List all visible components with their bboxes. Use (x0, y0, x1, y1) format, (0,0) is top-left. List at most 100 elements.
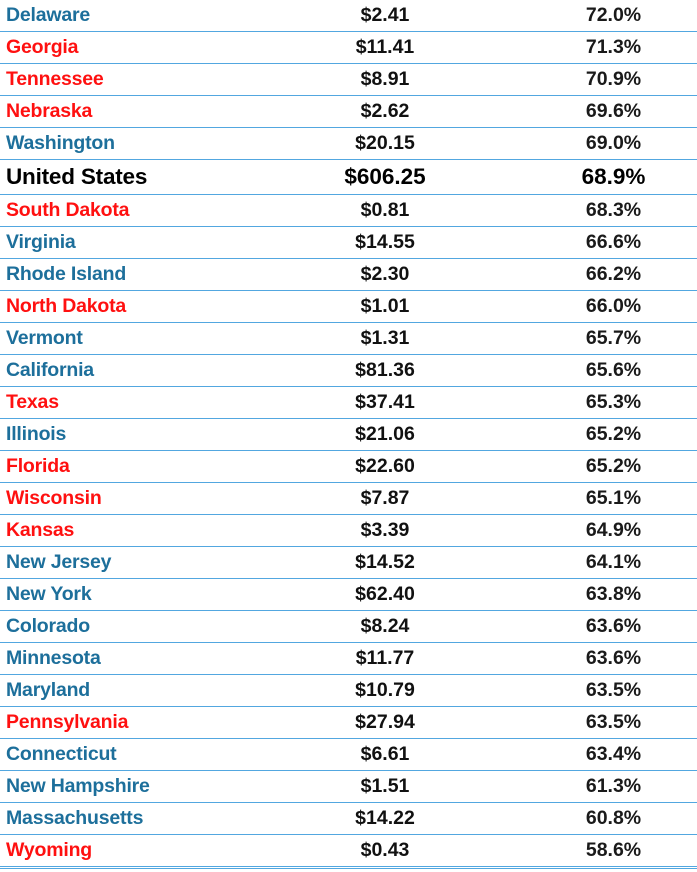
percent-cell[interactable]: 63.8% (490, 578, 697, 611)
table-bottom-border (0, 868, 697, 872)
percent-cell[interactable]: 63.6% (490, 642, 697, 675)
percent-cell[interactable]: 65.6% (490, 354, 697, 387)
percent-cell[interactable]: 66.0% (490, 290, 697, 323)
percent-cell[interactable]: 60.8% (490, 802, 697, 835)
state-name-cell[interactable]: Minnesota (0, 642, 264, 675)
table-row-total: United States $606.25 68.9% (0, 159, 697, 195)
amount-cell[interactable]: $7.87 (264, 482, 490, 515)
table-row: California $81.36 65.6% (0, 354, 697, 387)
table-row: New Hampshire $1.51 61.3% (0, 770, 697, 803)
percent-cell[interactable]: 70.9% (490, 63, 697, 96)
percent-cell[interactable]: 68.3% (490, 194, 697, 227)
amount-cell[interactable]: $81.36 (264, 354, 490, 387)
amount-cell[interactable]: $606.25 (264, 159, 490, 195)
table-row: New Jersey $14.52 64.1% (0, 546, 697, 579)
amount-cell[interactable]: $22.60 (264, 450, 490, 483)
table-row: New York $62.40 63.8% (0, 578, 697, 611)
percent-cell[interactable]: 61.3% (490, 770, 697, 803)
table-row: Virginia $14.55 66.6% (0, 226, 697, 259)
percent-cell[interactable]: 64.9% (490, 514, 697, 547)
percent-cell[interactable]: 64.1% (490, 546, 697, 579)
amount-cell[interactable]: $0.43 (264, 834, 490, 867)
table-row: Florida $22.60 65.2% (0, 450, 697, 483)
amount-cell[interactable]: $14.52 (264, 546, 490, 579)
table-row: Texas $37.41 65.3% (0, 386, 697, 419)
amount-cell[interactable]: $37.41 (264, 386, 490, 419)
percent-cell[interactable]: 58.6% (490, 834, 697, 867)
percent-cell[interactable]: 69.6% (490, 95, 697, 128)
percent-cell[interactable]: 65.1% (490, 482, 697, 515)
state-name-cell[interactable]: Kansas (0, 514, 264, 547)
amount-cell[interactable]: $11.77 (264, 642, 490, 675)
state-name-cell[interactable]: Maryland (0, 674, 264, 707)
amount-cell[interactable]: $14.22 (264, 802, 490, 835)
percent-cell[interactable]: 66.6% (490, 226, 697, 259)
table-row: Maryland $10.79 63.5% (0, 674, 697, 707)
amount-cell[interactable]: $11.41 (264, 31, 490, 64)
table-row: South Dakota $0.81 68.3% (0, 194, 697, 227)
percent-cell[interactable]: 69.0% (490, 127, 697, 160)
percent-cell[interactable]: 63.5% (490, 674, 697, 707)
amount-cell[interactable]: $62.40 (264, 578, 490, 611)
state-name-cell[interactable]: Connecticut (0, 738, 264, 771)
state-name-cell[interactable]: Vermont (0, 322, 264, 355)
percent-cell[interactable]: 71.3% (490, 31, 697, 64)
amount-cell[interactable]: $14.55 (264, 226, 490, 259)
amount-cell[interactable]: $6.61 (264, 738, 490, 771)
state-name-cell[interactable]: Texas (0, 386, 264, 419)
amount-cell[interactable]: $2.30 (264, 258, 490, 291)
table-row: Delaware $2.41 72.0% (0, 0, 697, 32)
amount-cell[interactable]: $21.06 (264, 418, 490, 451)
state-name-cell[interactable]: Rhode Island (0, 258, 264, 291)
amount-cell[interactable]: $0.81 (264, 194, 490, 227)
state-name-cell[interactable]: Florida (0, 450, 264, 483)
table-row: Washington $20.15 69.0% (0, 127, 697, 160)
state-name-cell[interactable]: Illinois (0, 418, 264, 451)
amount-cell[interactable]: $8.91 (264, 63, 490, 96)
state-name-cell[interactable]: South Dakota (0, 194, 264, 227)
percent-cell[interactable]: 65.7% (490, 322, 697, 355)
state-name-cell[interactable]: New Jersey (0, 546, 264, 579)
state-name-cell[interactable]: Washington (0, 127, 264, 160)
amount-cell[interactable]: $20.15 (264, 127, 490, 160)
amount-cell[interactable]: $1.51 (264, 770, 490, 803)
state-name-cell[interactable]: Wyoming (0, 834, 264, 867)
amount-cell[interactable]: $10.79 (264, 674, 490, 707)
state-name-cell[interactable]: Massachusetts (0, 802, 264, 835)
table-row: Rhode Island $2.30 66.2% (0, 258, 697, 291)
percent-cell[interactable]: 63.6% (490, 610, 697, 643)
state-name-cell[interactable]: Tennessee (0, 63, 264, 96)
percent-cell[interactable]: 65.2% (490, 450, 697, 483)
amount-cell[interactable]: $3.39 (264, 514, 490, 547)
amount-cell[interactable]: $1.01 (264, 290, 490, 323)
state-name-cell[interactable]: Georgia (0, 31, 264, 64)
state-name-cell[interactable]: Wisconsin (0, 482, 264, 515)
state-name-cell[interactable]: Delaware (0, 0, 264, 32)
state-name-cell[interactable]: North Dakota (0, 290, 264, 323)
amount-cell[interactable]: $2.62 (264, 95, 490, 128)
percent-cell[interactable]: 63.5% (490, 706, 697, 739)
state-name-cell[interactable]: California (0, 354, 264, 387)
amount-cell[interactable]: $1.31 (264, 322, 490, 355)
state-name-cell[interactable]: Nebraska (0, 95, 264, 128)
percent-cell[interactable]: 66.2% (490, 258, 697, 291)
amount-cell[interactable]: $8.24 (264, 610, 490, 643)
percent-cell[interactable]: 63.4% (490, 738, 697, 771)
state-name-cell[interactable]: Pennsylvania (0, 706, 264, 739)
percent-cell[interactable]: 65.2% (490, 418, 697, 451)
table-row: Pennsylvania $27.94 63.5% (0, 706, 697, 739)
state-name-cell[interactable]: United States (0, 159, 264, 195)
percent-cell[interactable]: 72.0% (490, 0, 697, 32)
state-name-cell[interactable]: Virginia (0, 226, 264, 259)
table-row: Vermont $1.31 65.7% (0, 322, 697, 355)
state-name-cell[interactable]: New Hampshire (0, 770, 264, 803)
state-name-cell[interactable]: Colorado (0, 610, 264, 643)
amount-cell[interactable]: $2.41 (264, 0, 490, 32)
percent-cell[interactable]: 68.9% (490, 159, 697, 195)
state-name-cell[interactable]: New York (0, 578, 264, 611)
percent-cell[interactable]: 65.3% (490, 386, 697, 419)
table-row: Nebraska $2.62 69.6% (0, 95, 697, 128)
amount-cell[interactable]: $27.94 (264, 706, 490, 739)
